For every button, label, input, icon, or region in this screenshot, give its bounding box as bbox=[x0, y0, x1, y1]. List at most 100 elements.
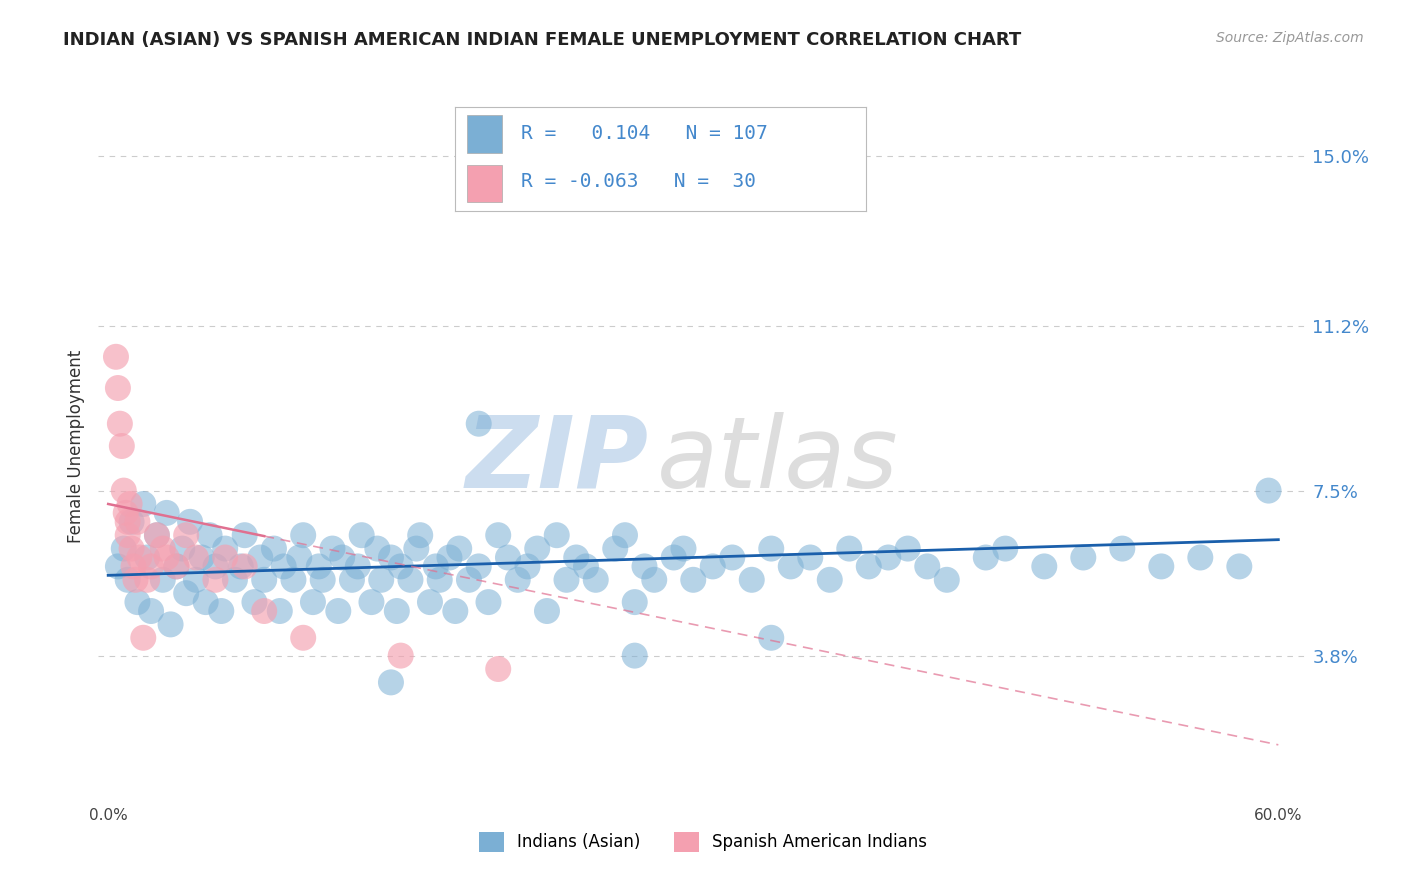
Point bbox=[385, 604, 408, 618]
Point bbox=[263, 541, 285, 556]
Point bbox=[779, 559, 801, 574]
Point bbox=[111, 439, 134, 453]
Point bbox=[224, 573, 246, 587]
Point bbox=[253, 604, 276, 618]
Point bbox=[877, 550, 900, 565]
Point bbox=[269, 604, 291, 618]
Point bbox=[1227, 559, 1250, 574]
Point bbox=[702, 559, 724, 574]
Point bbox=[405, 541, 427, 556]
Point bbox=[229, 559, 252, 574]
Point bbox=[614, 528, 637, 542]
Point bbox=[136, 550, 159, 565]
Point bbox=[346, 559, 368, 574]
Point bbox=[439, 550, 461, 565]
Point bbox=[467, 559, 489, 574]
Point bbox=[117, 573, 139, 587]
Point bbox=[429, 573, 451, 587]
Point bbox=[419, 595, 441, 609]
Point bbox=[156, 550, 179, 565]
Point bbox=[330, 550, 353, 565]
Point bbox=[118, 497, 141, 511]
Point bbox=[108, 417, 131, 431]
Point bbox=[672, 541, 695, 556]
Point bbox=[104, 350, 127, 364]
Point bbox=[165, 559, 187, 574]
Point bbox=[122, 559, 145, 574]
Point bbox=[575, 559, 598, 574]
Point bbox=[555, 573, 578, 587]
Point bbox=[214, 541, 236, 556]
Point bbox=[389, 559, 412, 574]
Point bbox=[249, 550, 271, 565]
Point bbox=[360, 595, 382, 609]
Point bbox=[526, 541, 548, 556]
Point bbox=[112, 483, 135, 498]
Point bbox=[121, 515, 143, 529]
Point bbox=[117, 528, 139, 542]
Point bbox=[107, 381, 129, 395]
Point bbox=[643, 573, 665, 587]
Point bbox=[128, 550, 150, 565]
Point bbox=[546, 528, 568, 542]
Point bbox=[380, 675, 402, 690]
Point bbox=[662, 550, 685, 565]
Text: atlas: atlas bbox=[657, 412, 898, 508]
Point bbox=[233, 528, 256, 542]
Point bbox=[1150, 559, 1173, 574]
Point bbox=[328, 604, 350, 618]
Point bbox=[156, 506, 179, 520]
Point bbox=[209, 604, 232, 618]
Point bbox=[389, 648, 412, 663]
Text: ZIP: ZIP bbox=[465, 412, 648, 508]
Point bbox=[308, 559, 330, 574]
Point bbox=[214, 550, 236, 565]
Point bbox=[858, 559, 880, 574]
Point bbox=[458, 573, 481, 587]
Point bbox=[312, 573, 335, 587]
Point bbox=[623, 595, 645, 609]
Point bbox=[139, 559, 162, 574]
Point bbox=[605, 541, 627, 556]
Point bbox=[107, 559, 129, 574]
Point bbox=[486, 662, 509, 676]
Point bbox=[897, 541, 920, 556]
Point bbox=[184, 573, 207, 587]
Point bbox=[818, 573, 841, 587]
Point bbox=[399, 573, 422, 587]
Point bbox=[127, 595, 149, 609]
Point bbox=[1033, 559, 1056, 574]
Point bbox=[444, 604, 467, 618]
Point bbox=[292, 528, 315, 542]
Point bbox=[799, 550, 821, 565]
Point bbox=[721, 550, 744, 565]
Point bbox=[585, 573, 607, 587]
Point bbox=[477, 595, 499, 609]
Point bbox=[191, 550, 214, 565]
Point bbox=[253, 573, 276, 587]
Point bbox=[152, 573, 174, 587]
Point bbox=[174, 586, 197, 600]
Point bbox=[761, 541, 783, 556]
Point bbox=[165, 559, 187, 574]
Point bbox=[409, 528, 432, 542]
Point bbox=[321, 541, 343, 556]
Point bbox=[198, 528, 221, 542]
Point bbox=[194, 595, 217, 609]
Point bbox=[340, 573, 363, 587]
Point bbox=[159, 617, 181, 632]
Point bbox=[994, 541, 1017, 556]
Text: Source: ZipAtlas.com: Source: ZipAtlas.com bbox=[1216, 31, 1364, 45]
Point bbox=[761, 631, 783, 645]
Point bbox=[283, 573, 305, 587]
Point bbox=[370, 573, 392, 587]
Point bbox=[179, 515, 201, 529]
Point bbox=[112, 541, 135, 556]
Point bbox=[302, 595, 325, 609]
Point bbox=[565, 550, 588, 565]
Point bbox=[449, 541, 471, 556]
Point bbox=[425, 559, 447, 574]
Point bbox=[288, 550, 311, 565]
Point bbox=[838, 541, 860, 556]
Point bbox=[146, 528, 169, 542]
